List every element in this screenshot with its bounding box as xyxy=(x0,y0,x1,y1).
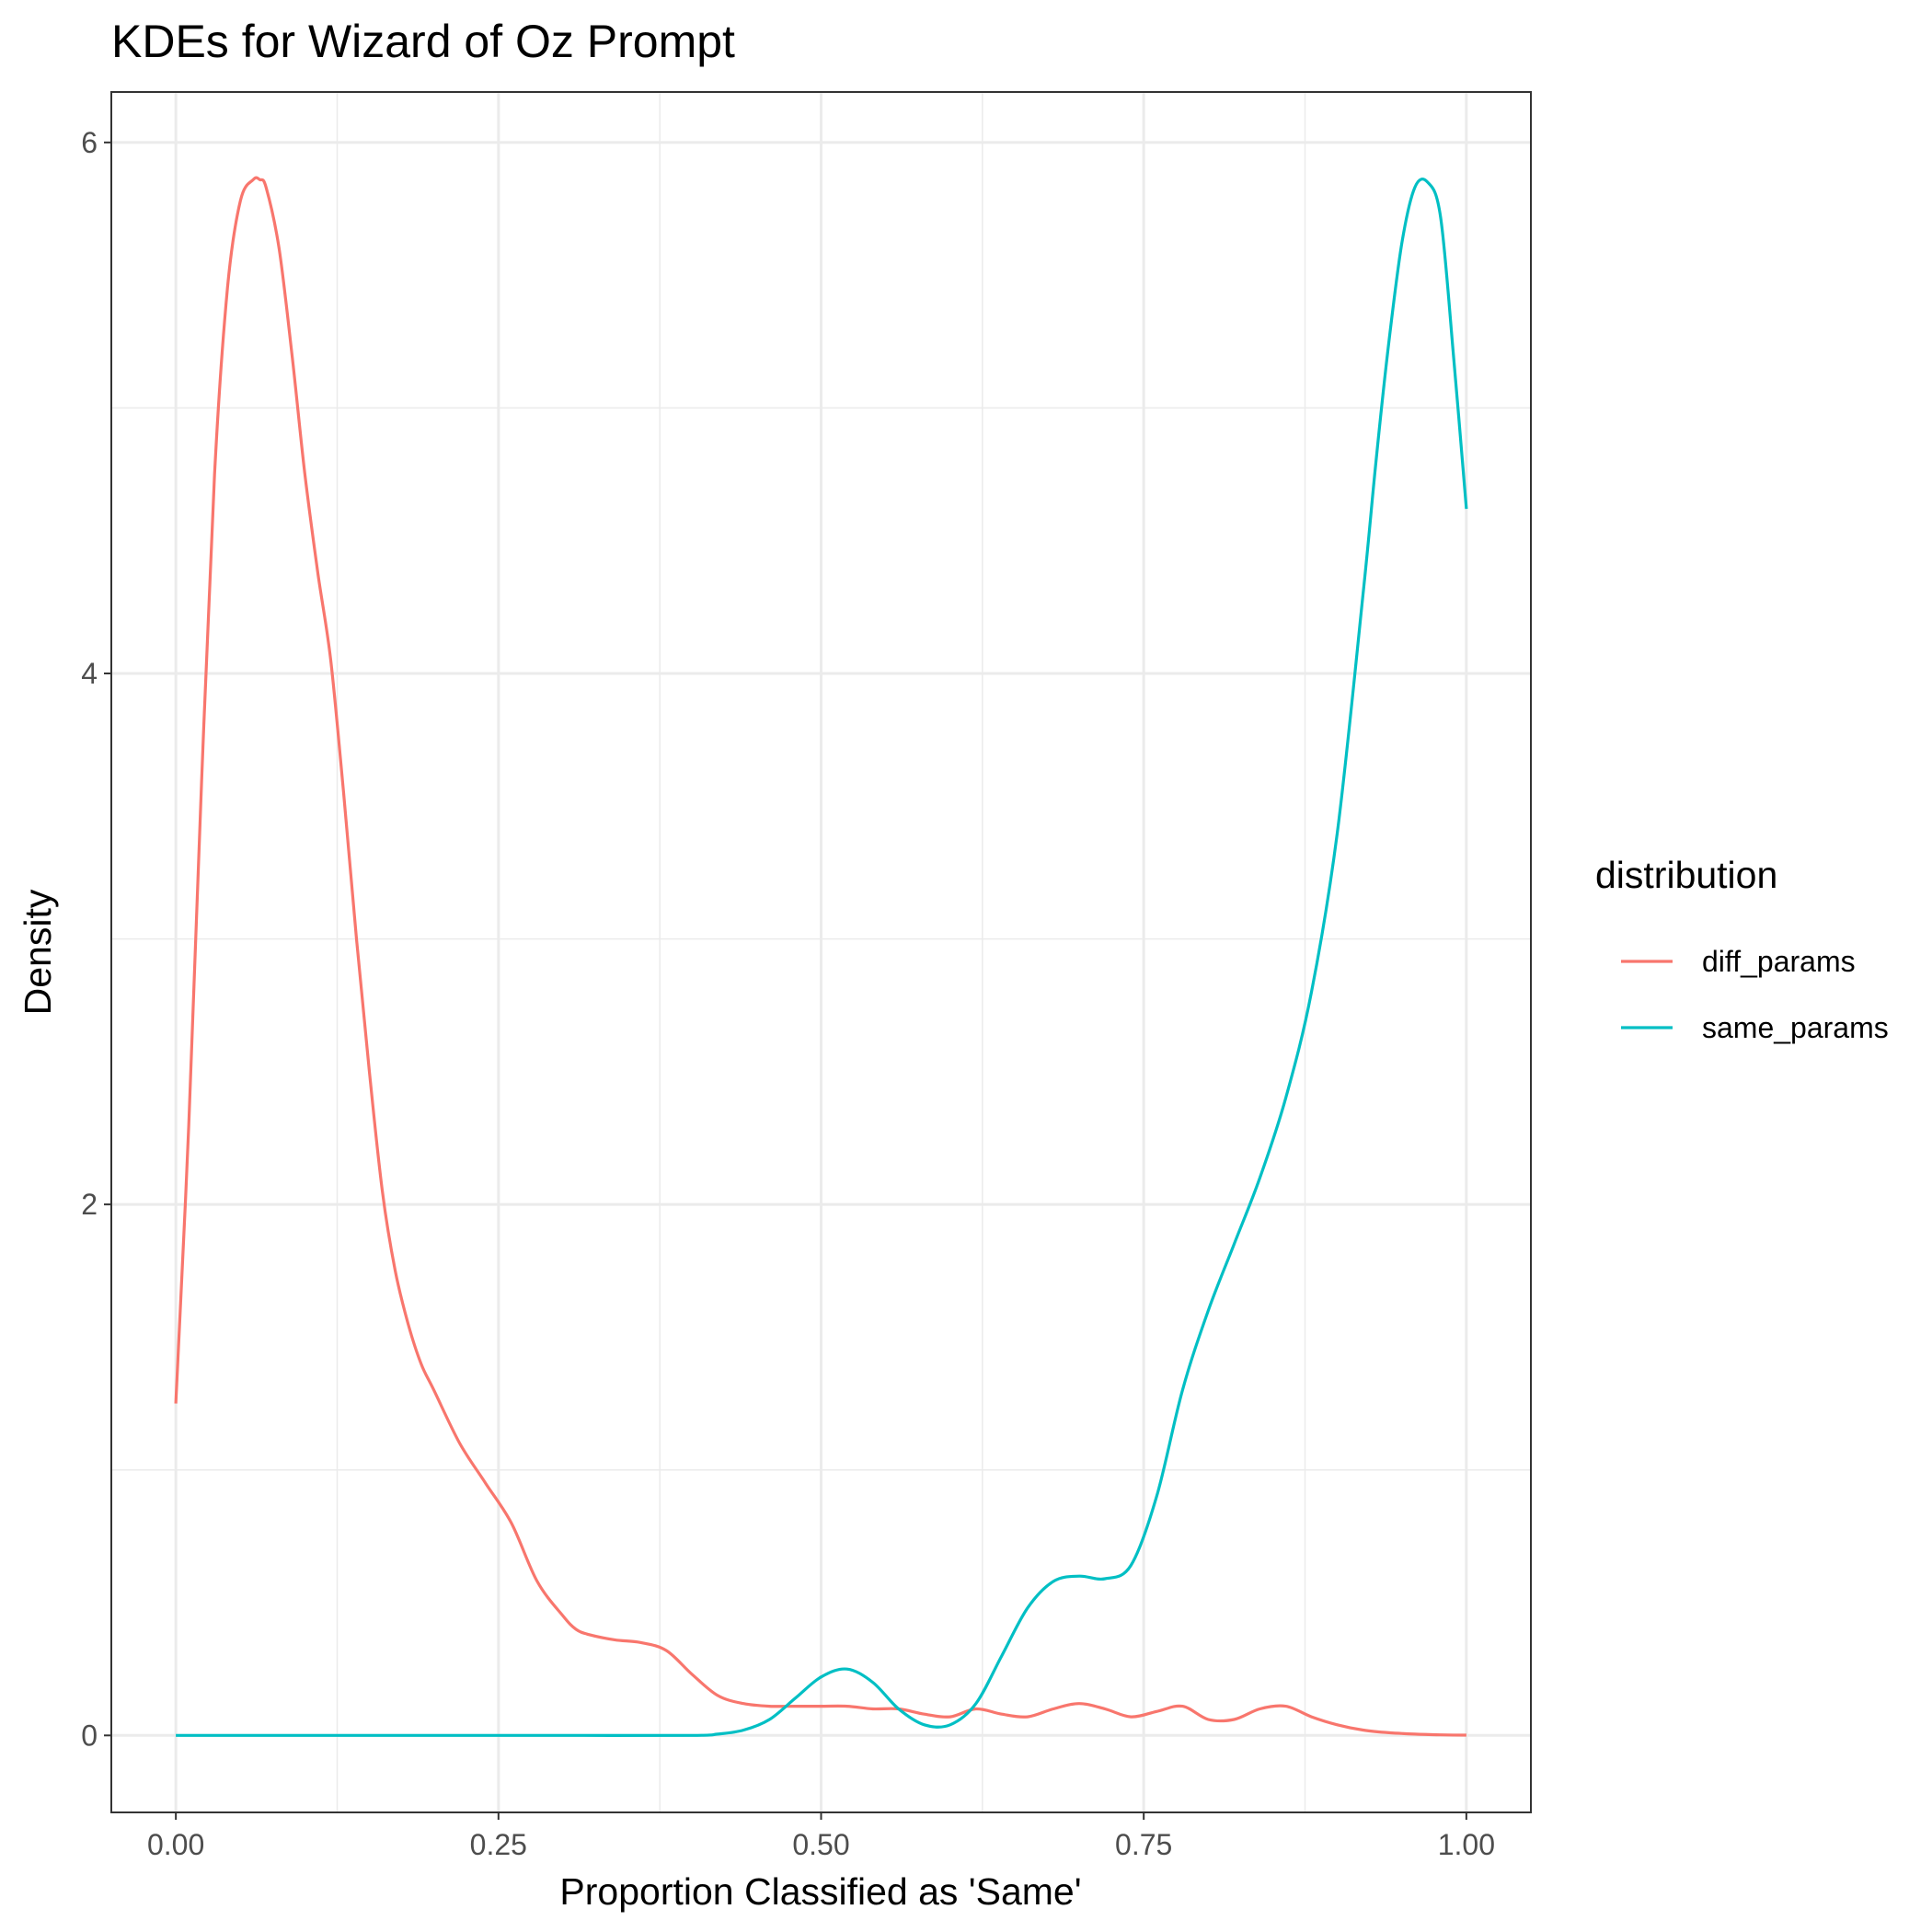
y-tick-label: 6 xyxy=(81,126,98,159)
y-tick-label: 2 xyxy=(81,1188,98,1221)
y-tick-label: 0 xyxy=(81,1719,98,1752)
x-tick-label: 0.25 xyxy=(470,1828,527,1861)
legend: distribution diff_params same_params xyxy=(1595,854,1889,1044)
x-axis-title: Proportion Classified as 'Same' xyxy=(559,1870,1081,1913)
legend-title: distribution xyxy=(1595,854,1777,896)
x-tick-label: 0.50 xyxy=(792,1828,849,1861)
legend-label: same_params xyxy=(1702,1011,1889,1044)
legend-label: diff_params xyxy=(1702,945,1856,978)
series-line-same-params xyxy=(176,178,1468,1738)
y-tick-label: 4 xyxy=(81,657,98,690)
x-tick-label: 0.00 xyxy=(147,1828,204,1861)
y-axis-ticks: 0 2 4 6 xyxy=(81,126,111,1752)
major-gridlines xyxy=(111,92,1531,1812)
x-tick-label: 1.00 xyxy=(1438,1828,1495,1861)
series-line-diff-params xyxy=(174,176,1466,1737)
y-axis-title: Density xyxy=(17,889,59,1015)
x-tick-label: 0.75 xyxy=(1115,1828,1172,1861)
chart-title: KDEs for Wizard of Oz Prompt xyxy=(111,16,735,67)
x-axis-ticks: 0.00 0.25 0.50 0.75 1.00 xyxy=(147,1812,1495,1861)
series-lines xyxy=(174,176,1468,1738)
